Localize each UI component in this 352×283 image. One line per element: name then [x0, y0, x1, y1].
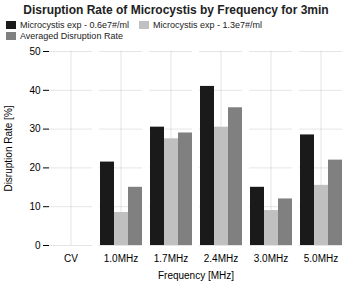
svg-text:50: 50 — [29, 46, 41, 57]
svg-text:30: 30 — [29, 123, 41, 134]
svg-text:2.4MHz: 2.4MHz — [204, 253, 238, 264]
html-text:Microcystis exp - 0.6e7#/ml: Microcystis exp - 0.6e7#/ml — [20, 20, 129, 30]
svg-text:0: 0 — [35, 240, 41, 251]
svg-text:3.0MHz: 3.0MHz — [254, 253, 288, 264]
html-text:Microcystis exp - 1.3e7#/ml: Microcystis exp - 1.3e7#/ml — [153, 20, 263, 30]
html-text:Disruption Rate of Microcystis: Disruption Rate of Microcystis by Freque… — [23, 3, 329, 17]
svg-text:20: 20 — [29, 162, 41, 173]
svg-text:10: 10 — [29, 201, 41, 212]
html-text:Averaged Disruption Rate: Averaged Disruption Rate — [20, 31, 123, 41]
svg-text:CV: CV — [64, 253, 78, 264]
svg-text:40: 40 — [29, 85, 41, 96]
svg-text:5.0MHz: 5.0MHz — [304, 253, 338, 264]
svg-text:1.7MHz: 1.7MHz — [154, 253, 188, 264]
svg-text:Frequency [MHz]: Frequency [MHz] — [158, 270, 234, 281]
svg-text:Disruption Rate [%]: Disruption Rate [%] — [3, 105, 14, 191]
svg-text:1.0MHz: 1.0MHz — [104, 253, 138, 264]
